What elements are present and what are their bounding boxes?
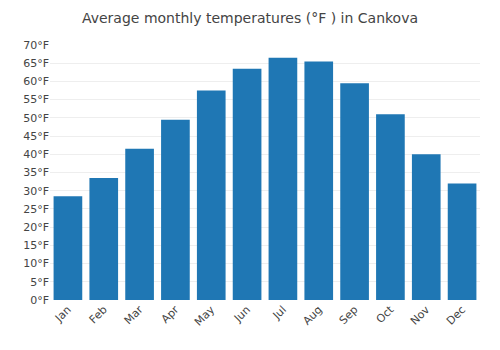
svg-text:35°F: 35°F — [23, 166, 49, 179]
svg-text:25°F: 25°F — [23, 203, 49, 216]
svg-text:Nov: Nov — [408, 303, 433, 328]
svg-text:55°F: 55°F — [23, 93, 49, 106]
svg-text:Apr: Apr — [159, 303, 182, 326]
svg-text:May: May — [192, 303, 218, 329]
svg-text:Average monthly temperatures (: Average monthly temperatures (°F ) in Ca… — [82, 10, 418, 26]
svg-text:45°F: 45°F — [23, 130, 49, 143]
svg-text:Mar: Mar — [122, 303, 146, 327]
svg-text:Jan: Jan — [52, 303, 74, 325]
svg-text:15°F: 15°F — [23, 239, 49, 252]
svg-text:10°F: 10°F — [23, 257, 49, 270]
svg-text:50°F: 50°F — [23, 112, 49, 125]
svg-text:Dec: Dec — [444, 303, 468, 327]
svg-text:Jul: Jul — [270, 303, 289, 322]
svg-text:Feb: Feb — [87, 303, 110, 326]
svg-text:65°F: 65°F — [23, 57, 49, 70]
svg-text:30°F: 30°F — [23, 185, 49, 198]
svg-text:40°F: 40°F — [23, 148, 49, 161]
svg-text:Oct: Oct — [374, 303, 397, 326]
svg-text:20°F: 20°F — [23, 221, 49, 234]
svg-text:Aug: Aug — [300, 303, 324, 327]
svg-text:60°F: 60°F — [23, 75, 49, 88]
svg-text:Sep: Sep — [337, 303, 361, 327]
svg-text:0°F: 0°F — [30, 294, 49, 307]
svg-text:Jun: Jun — [231, 303, 253, 325]
svg-text:70°F: 70°F — [23, 39, 49, 52]
svg-text:5°F: 5°F — [30, 276, 49, 289]
